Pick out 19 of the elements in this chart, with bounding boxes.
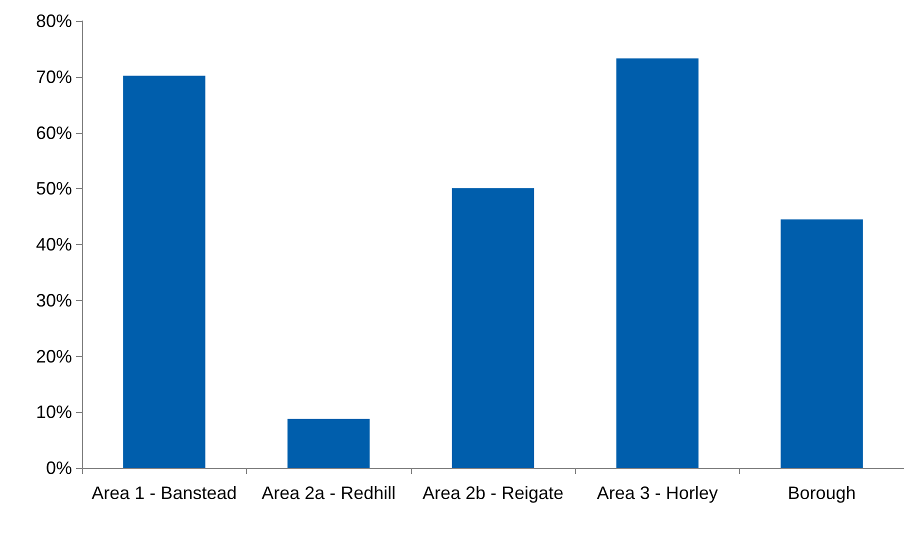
y-tick-label: 0%	[46, 458, 72, 478]
x-tick-label: Area 2b - Reigate	[422, 483, 564, 503]
bar	[123, 76, 206, 468]
bar	[780, 219, 863, 468]
bar	[452, 188, 534, 468]
bar	[616, 58, 698, 468]
y-tick-label: 10%	[36, 402, 72, 422]
y-tick-label: 80%	[36, 11, 72, 31]
y-tick-label: 60%	[36, 122, 72, 143]
y-tick-label: 40%	[36, 234, 72, 254]
x-tick-label: Area 3 - Horley	[596, 483, 718, 503]
bar	[288, 418, 370, 468]
x-tick-label: Borough	[788, 483, 856, 503]
y-tick-label: 20%	[36, 346, 72, 366]
y-tick-label: 70%	[36, 66, 72, 87]
y-tick-label: 30%	[36, 290, 72, 310]
y-tick-label: 50%	[36, 178, 72, 199]
x-tick-label: Area 2a - Redhill	[262, 483, 396, 503]
x-tick-label: Area 1 - Banstead	[92, 483, 237, 503]
